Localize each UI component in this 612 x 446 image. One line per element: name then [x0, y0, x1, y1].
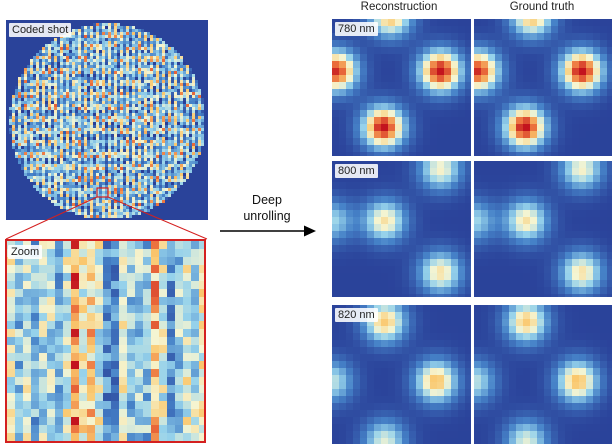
coded-shot-image [6, 20, 208, 220]
zoom-image [7, 241, 204, 441]
zoom-region-marker [96, 187, 109, 198]
truth-820-image [474, 305, 612, 444]
recon-800-panel: 800 nm [332, 161, 471, 297]
wavelength-label-800: 800 nm [335, 164, 378, 178]
truth-820-panel [474, 305, 612, 444]
recon-820-image [332, 305, 471, 444]
truth-800-panel [474, 161, 612, 297]
recon-820-panel: 820 nm [332, 305, 471, 444]
arrow-label-line1: Deep [252, 193, 282, 207]
callout-line-right [107, 196, 208, 240]
arrow-label-line2: unrolling [243, 209, 291, 223]
truth-780-image [474, 19, 612, 156]
ground-truth-header: Ground truth [509, 1, 575, 13]
arrow-label: Deep unrolling [222, 192, 312, 224]
wavelength-label-820: 820 nm [335, 308, 378, 322]
reconstruction-header: Reconstruction [360, 1, 438, 13]
right-arrow-icon [220, 225, 316, 237]
zoom-label: Zoom [8, 245, 43, 259]
zoom-panel: Zoom [5, 239, 206, 443]
truth-780-panel [474, 19, 612, 156]
truth-800-image [474, 161, 612, 297]
recon-800-image [332, 161, 471, 297]
recon-780-panel: 780 nm [332, 19, 471, 156]
coded-shot-panel: Coded shot [6, 20, 208, 220]
recon-780-image [332, 19, 471, 156]
coded-shot-label: Coded shot [9, 23, 72, 37]
wavelength-label-780: 780 nm [335, 22, 378, 36]
callout-line-left [5, 196, 98, 240]
